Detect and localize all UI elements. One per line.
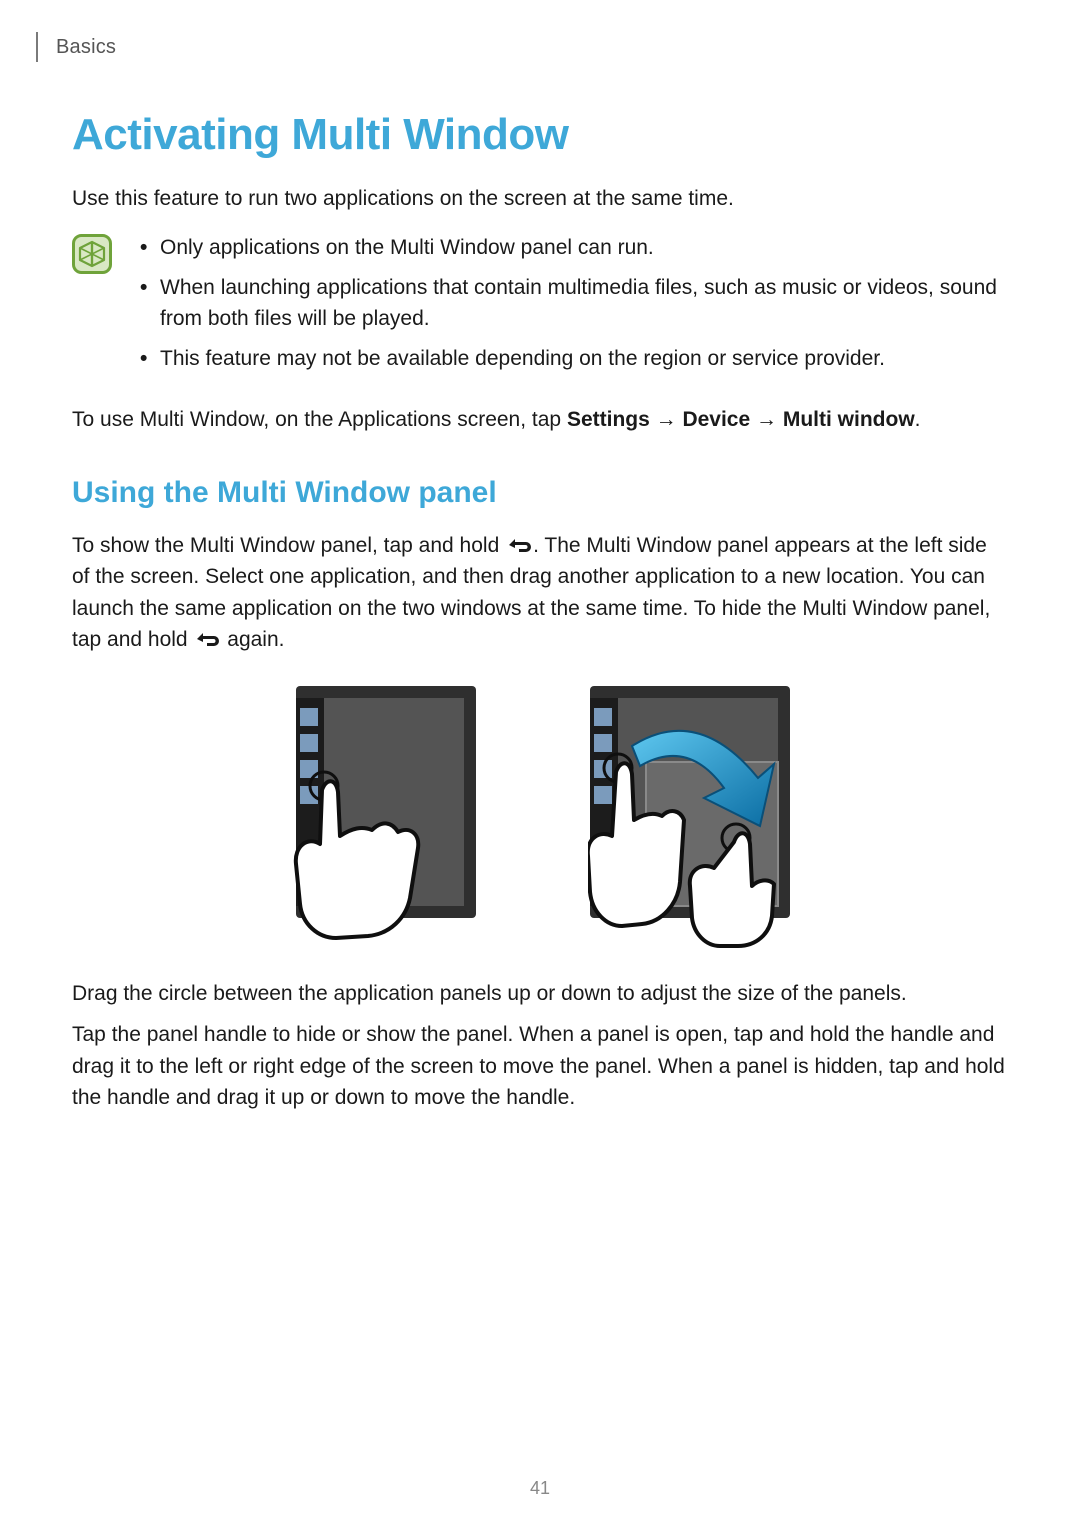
nav-step-multiwindow: Multi window (783, 408, 915, 431)
back-icon (193, 629, 221, 649)
section-header: Basics (36, 32, 1008, 62)
nav-step-settings: Settings (567, 408, 650, 431)
header-divider (36, 32, 38, 62)
panel-para-post: again. (221, 628, 284, 651)
nav-path: To use Multi Window, on the Applications… (72, 404, 1008, 436)
note-item: When launching applications that contain… (136, 272, 1008, 335)
nav-step-device: Device (682, 408, 750, 431)
page-title: Activating Multi Window (72, 110, 1008, 160)
illustration-row (72, 686, 1008, 950)
note-item: Only applications on the Multi Window pa… (136, 232, 1008, 264)
nav-arrow: → (650, 408, 683, 431)
section-label: Basics (56, 36, 116, 59)
panel-paragraph: To show the Multi Window panel, tap and … (72, 530, 1008, 656)
intro-text: Use this feature to run two applications… (72, 184, 1008, 214)
subheading: Using the Multi Window panel (72, 476, 1008, 510)
nav-path-prefix: To use Multi Window, on the Applications… (72, 408, 567, 431)
nav-path-suffix: . (915, 408, 921, 431)
note-icon (72, 234, 112, 274)
panel-para-pre: To show the Multi Window panel, tap and … (72, 534, 505, 557)
note-list: Only applications on the Multi Window pa… (136, 232, 1008, 382)
back-icon (505, 535, 533, 555)
page-root: Basics Activating Multi Window Use this … (0, 0, 1080, 1114)
note-block: Only applications on the Multi Window pa… (72, 232, 1008, 382)
drag-paragraph: Drag the circle between the application … (72, 978, 1008, 1010)
note-item: This feature may not be available depend… (136, 343, 1008, 375)
nav-arrow: → (750, 408, 783, 431)
illustration-right (588, 686, 802, 950)
handle-paragraph: Tap the panel handle to hide or show the… (72, 1019, 1008, 1114)
page-number: 41 (0, 1478, 1080, 1499)
illustration-left (278, 686, 492, 950)
